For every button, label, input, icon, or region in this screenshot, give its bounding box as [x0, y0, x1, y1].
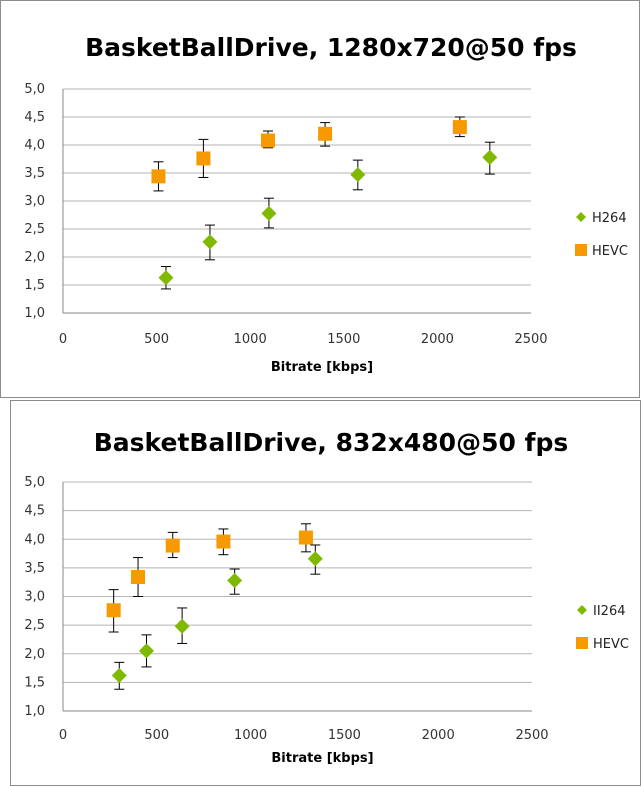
legend-square-icon [575, 244, 587, 256]
x-tick-label: 1500 [327, 332, 360, 347]
x-tick-label: 500 [144, 332, 169, 347]
x-tick-label: 2000 [422, 728, 455, 743]
diamond-point [307, 551, 323, 567]
diamond-point [202, 234, 218, 250]
diamond-point [482, 149, 498, 165]
diamond-point [227, 572, 243, 588]
square-point [106, 603, 121, 618]
y-tick-label: 5,0 [24, 475, 45, 490]
y-tick-label: 4,5 [24, 110, 45, 125]
y-tick-label: 4,5 [24, 504, 45, 519]
chart-title: BasketBallDrive, 1280x720@50 fps [85, 33, 577, 62]
y-tick-label: 1,0 [24, 704, 45, 719]
chart-832x480-svg: BasketBallDrive, 832x480@50 fps 1,0 1,5 2,0… [24, 428, 629, 766]
x-tick-label: 1000 [234, 332, 267, 347]
legend-label: II264 [593, 604, 625, 619]
y-tick-label: 2,0 [24, 250, 45, 265]
legend-square-icon [576, 637, 588, 649]
legend-label: HEVC [593, 637, 629, 652]
y-tick-label: 5,0 [24, 82, 45, 97]
x-tick-label: 2500 [514, 332, 547, 347]
y-tick-label: 3,5 [24, 166, 45, 181]
diamond-point [174, 618, 190, 634]
chart-panel-1280x720: BasketBallDrive, 1280x720@50 fps 1,0 1,5 2,… [0, 0, 640, 398]
square-point [131, 570, 146, 585]
square-point [151, 169, 166, 184]
chart-panel-832x480: BasketBallDrive, 832x480@50 fps 1,0 1,5 2,0… [10, 400, 641, 786]
legend-label: H264 [592, 211, 627, 226]
diamond-point [261, 205, 277, 221]
square-point [318, 126, 333, 141]
y-tick-label: 3,0 [24, 194, 45, 209]
x-tick-label: 500 [144, 728, 169, 743]
x-tick-label: 0 [59, 728, 67, 743]
square-point [298, 530, 313, 545]
square-point [196, 151, 211, 166]
legend-diamond-icon [576, 212, 586, 222]
y-tick-label: 1,5 [24, 278, 45, 293]
y-tick-label: 3,5 [24, 561, 45, 576]
y-tick-label: 2,5 [24, 222, 45, 237]
square-point [165, 538, 180, 553]
chart-1280x720-svg: BasketBallDrive, 1280x720@50 fps 1,0 1,5 2,… [24, 33, 628, 375]
x-tick-label: 1500 [328, 728, 361, 743]
chart-title: BasketBallDrive, 832x480@50 fps [94, 428, 568, 457]
diamond-point [111, 668, 127, 684]
y-tick-label: 2,5 [24, 618, 45, 633]
square-point [260, 133, 275, 148]
legend-diamond-icon [577, 605, 587, 615]
y-tick-label: 2,0 [24, 647, 45, 662]
x-tick-label: 0 [59, 332, 67, 347]
legend-label: HEVC [592, 244, 628, 259]
diamond-point [350, 167, 366, 183]
y-tick-label: 3,0 [24, 590, 45, 605]
x-tick-label: 2500 [515, 728, 548, 743]
y-tick-label: 4,0 [24, 532, 45, 547]
diamond-point [158, 270, 174, 286]
x-tick-label: 1000 [234, 728, 267, 743]
x-tick-label: 2000 [421, 332, 454, 347]
diamond-point [138, 643, 154, 659]
y-tick-label: 1,5 [24, 675, 45, 690]
square-point [216, 534, 231, 549]
y-tick-label: 4,0 [24, 138, 45, 153]
x-axis-title: Bitrate [kbps] [271, 751, 373, 766]
x-axis-title: Bitrate [kbps] [271, 360, 373, 375]
y-tick-label: 1,0 [24, 306, 45, 321]
square-point [452, 120, 467, 135]
